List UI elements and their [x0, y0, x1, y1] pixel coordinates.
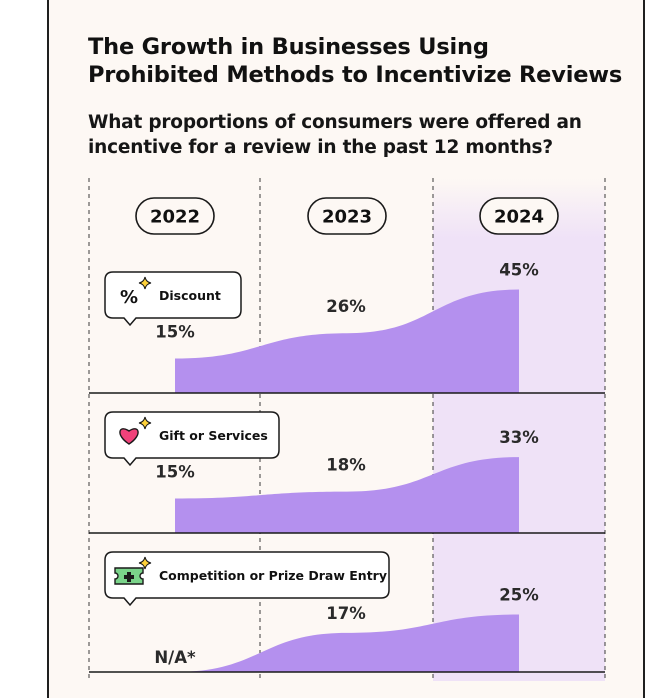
legend-card-frame [104, 551, 390, 607]
title-line-2: Prohibited Methods to Incentivize Review… [88, 62, 623, 88]
subtitle-line-2: incentive for a review in the past 12 mo… [88, 137, 553, 158]
year-label-2022: 2022 [150, 207, 200, 228]
data-label-discount-2024: 45% [499, 261, 539, 280]
data-label-competition-or-prize-draw-entry-2022: N/A* [154, 648, 196, 667]
percent-icon: % [120, 276, 152, 308]
legend-label-competition-or-prize-draw-entry: Competition or Prize Draw Entry [159, 568, 387, 583]
legend-label-discount: Discount [159, 288, 221, 303]
legend-card-frame [104, 411, 280, 467]
heart-shape [119, 428, 139, 445]
year-pill-outline [479, 197, 559, 235]
year-pill-outline [135, 197, 215, 235]
year-label-2024: 2024 [494, 207, 544, 228]
chart-subtitle: What proportions of consumers were offer… [88, 110, 582, 160]
area-gift-or-services [175, 457, 519, 533]
series-competition-or-prize-draw-entry: N/A* 17% 25% Competition or Prize Draw Entr… [89, 551, 605, 673]
data-label-gift-or-services-2023: 18% [326, 456, 366, 475]
year-pill-2024: 2024 [479, 197, 559, 235]
series-gift-or-services: 15% 18% 33% Gift or Services [89, 411, 605, 534]
area-discount [175, 289, 519, 393]
infographic-title: The Growth in Businesses Using Prohibite… [88, 33, 622, 89]
data-label-gift-or-services-2022: 15% [155, 463, 195, 482]
percent-glyph: % [120, 287, 138, 308]
ticket-icon [114, 556, 152, 585]
legend-card-frame [104, 271, 242, 327]
title-line-1: The Growth in Businesses Using [88, 34, 489, 60]
highlight-band-2024 [433, 178, 605, 681]
subtitle-line-1: What proportions of consumers were offer… [88, 112, 582, 133]
sparkle-icon [138, 556, 152, 570]
sparkle-icon [138, 276, 152, 290]
year-pill-2023: 2023 [307, 197, 387, 235]
data-label-competition-or-prize-draw-entry-2024: 25% [499, 586, 539, 605]
area-competition-or-prize-draw-entry [175, 614, 519, 672]
year-pill-2022: 2022 [135, 197, 215, 235]
data-label-competition-or-prize-draw-entry-2023: 17% [326, 604, 366, 623]
ticket-plus [124, 572, 134, 582]
data-label-discount-2023: 26% [326, 297, 366, 316]
sparkle-icon [138, 416, 152, 430]
area-chart: 2022 2023 2024 15% 26% 45%% Discount 15% 18% 33% G… [88, 178, 606, 681]
legend-card-competition-or-prize-draw-entry: Competition or Prize Draw Entry [104, 551, 390, 607]
series-discount: 15% 26% 45%% Discount [89, 261, 605, 394]
legend-label-gift-or-services: Gift or Services [159, 428, 268, 443]
data-label-gift-or-services-2024: 33% [499, 428, 539, 447]
heart-icon [119, 416, 152, 445]
data-label-discount-2022: 15% [155, 323, 195, 342]
year-label-2023: 2023 [322, 207, 372, 228]
year-pill-outline [307, 197, 387, 235]
legend-card-gift-or-services: Gift or Services [104, 411, 280, 467]
legend-card-discount: % Discount [104, 271, 242, 327]
